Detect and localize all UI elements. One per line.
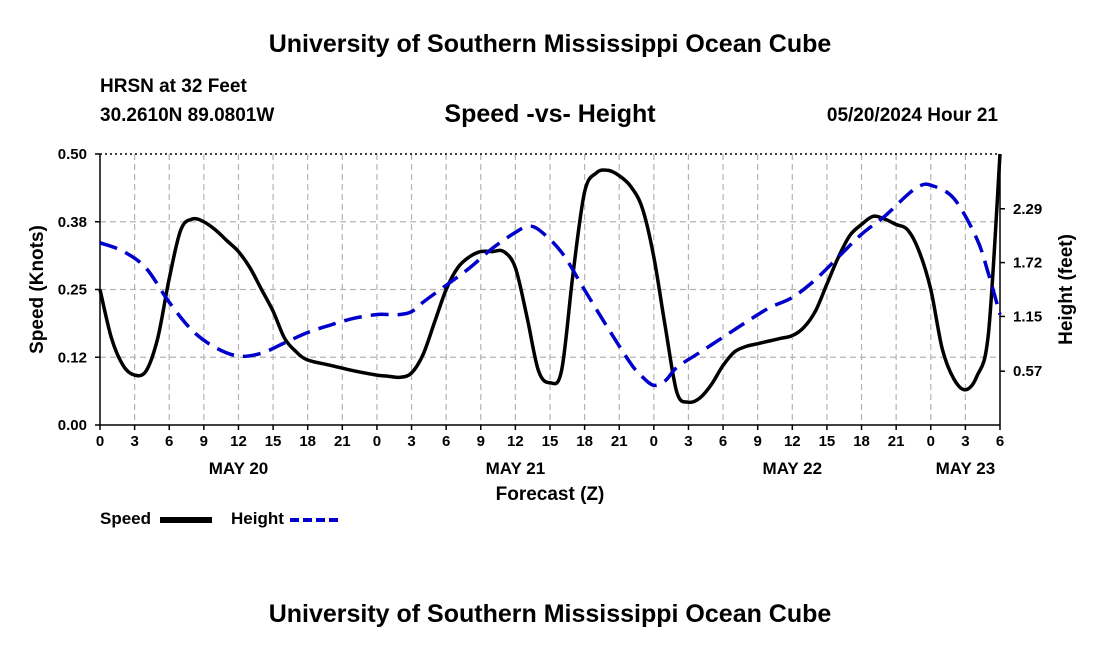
x-tick-label: 3 xyxy=(684,433,692,450)
legend-height-label: Height xyxy=(231,509,284,528)
coordinates-label: 30.2610N 89.0801W xyxy=(100,105,275,126)
x-tick-label: 9 xyxy=(754,433,762,450)
x-tick-label: 3 xyxy=(407,433,415,450)
x-tick-label: 12 xyxy=(784,433,801,450)
x-tick-label: 3 xyxy=(130,433,138,450)
x-tick-label: 6 xyxy=(165,433,173,450)
x-tick-label: 0 xyxy=(927,433,935,450)
y-left-tick-label: 0.25 xyxy=(58,282,87,299)
x-day-label: MAY 21 xyxy=(486,459,546,478)
y-left-tick-label: 0.38 xyxy=(58,214,87,231)
y-right-tick-label: 1.72 xyxy=(1013,255,1042,272)
x-tick-label: 12 xyxy=(507,433,524,450)
y-right-axis-title: Height (feet) xyxy=(1056,234,1077,345)
x-tick-label: 6 xyxy=(996,433,1004,450)
x-tick-label: 15 xyxy=(819,433,836,450)
x-tick-label: 0 xyxy=(650,433,658,450)
y-right-tick-label: 1.15 xyxy=(1013,308,1042,325)
x-tick-label: 21 xyxy=(334,433,351,450)
x-tick-label: 21 xyxy=(611,433,628,450)
x-tick-label: 15 xyxy=(542,433,559,450)
x-tick-label: 15 xyxy=(265,433,282,450)
x-day-label: MAY 22 xyxy=(763,459,823,478)
x-tick-label: 0 xyxy=(373,433,381,450)
series-line-height xyxy=(99,182,1002,388)
x-tick-label: 6 xyxy=(719,433,727,450)
x-tick-label: 9 xyxy=(477,433,485,450)
x-day-label: MAY 20 xyxy=(209,459,269,478)
y-left-tick-label: 0.12 xyxy=(58,349,87,366)
x-axis-title: Forecast (Z) xyxy=(496,484,605,505)
station-label: HRSN at 32 Feet xyxy=(100,76,247,97)
x-tick-label: 12 xyxy=(230,433,247,450)
x-tick-label: 3 xyxy=(961,433,969,450)
chart-title: University of Southern Mississippi Ocean… xyxy=(268,30,832,58)
y-left-tick-label: 0.50 xyxy=(58,146,87,163)
legend-speed-label: Speed xyxy=(100,509,152,528)
y-right-tick-label: 2.29 xyxy=(1013,201,1042,218)
x-tick-label: 18 xyxy=(853,433,870,450)
footer-title: University of Southern Mississippi Ocean… xyxy=(268,600,832,628)
x-tick-label: 21 xyxy=(888,433,905,450)
x-tick-label: 18 xyxy=(299,433,316,450)
x-day-label: MAY 23 xyxy=(936,459,996,478)
chart-subtitle: Speed -vs- Height xyxy=(444,100,656,128)
x-tick-label: 9 xyxy=(200,433,208,450)
x-tick-label: 18 xyxy=(576,433,593,450)
x-tick-label: 0 xyxy=(96,433,104,450)
x-tick-label: 6 xyxy=(442,433,450,450)
forecast-datestamp: 05/20/2024 Hour 21 xyxy=(826,105,998,126)
y-left-axis-title: Speed (Knots) xyxy=(27,225,48,354)
y-right-tick-label: 0.57 xyxy=(1013,363,1042,380)
y-left-tick-label: 0.00 xyxy=(58,417,87,434)
